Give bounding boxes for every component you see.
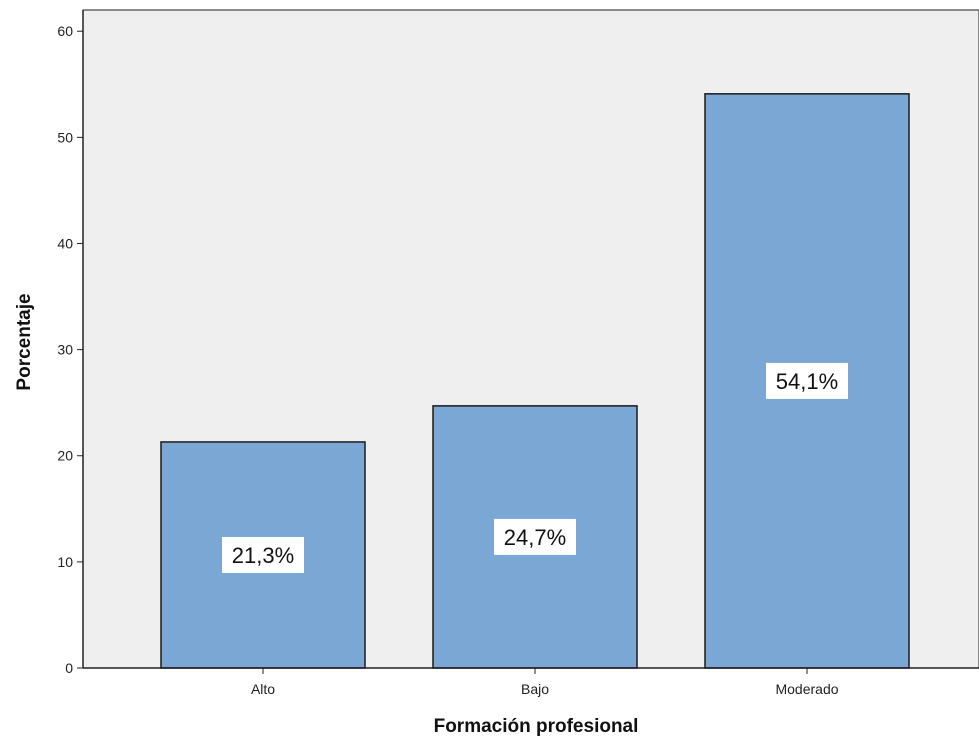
x-tick-label: Moderado: [775, 681, 838, 697]
data-label-background: [494, 518, 576, 555]
data-label-alto: 21,3%: [232, 543, 294, 568]
data-label-background: [222, 536, 304, 573]
y-tick-label: 60: [57, 23, 73, 39]
data-label-background: [766, 362, 848, 399]
x-axis-title: Formación profesional: [434, 716, 639, 737]
y-tick-label: 50: [57, 129, 73, 145]
x-axis: Alto Bajo Moderado: [83, 667, 979, 697]
data-label-bajo: 24,7%: [504, 525, 566, 550]
y-axis: 0 10 20 30 40 50 60: [57, 10, 84, 676]
y-tick-label: 20: [57, 448, 73, 464]
x-tick-label: Bajo: [521, 681, 549, 697]
y-tick-label: 10: [57, 554, 73, 570]
data-label-moderado: 54,1%: [776, 369, 838, 394]
x-tick-label: Alto: [251, 681, 275, 697]
y-tick-label: 0: [65, 660, 73, 676]
y-tick-label: 40: [57, 235, 73, 251]
y-axis-title: Porcentaje: [14, 293, 35, 390]
y-tick-label: 30: [57, 342, 73, 358]
data-labels-group: 21,3% 24,7% 54,1%: [222, 362, 848, 573]
